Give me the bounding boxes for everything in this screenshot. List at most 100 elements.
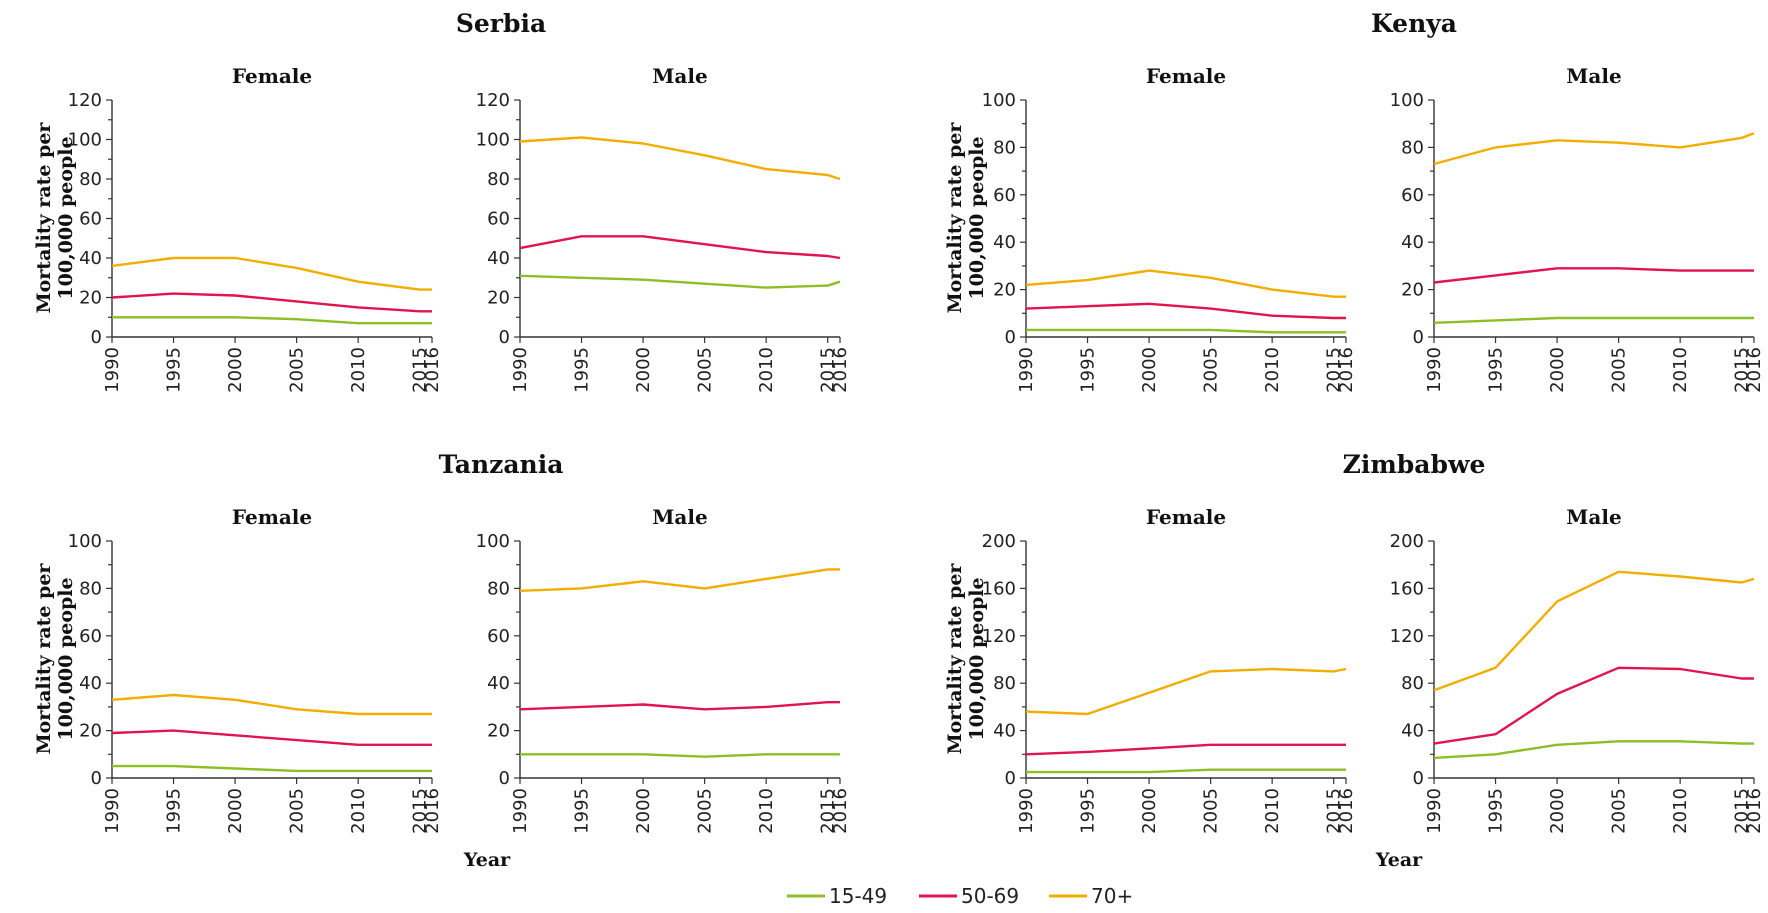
x-tick-label: 2010	[756, 788, 777, 834]
panel-title: Male	[1566, 64, 1621, 88]
y-tick-label: 120	[1390, 626, 1424, 647]
y-tick-label: 80	[487, 578, 510, 599]
series-line-70plus	[111, 256, 432, 291]
x-tick-label: 2010	[1670, 788, 1691, 834]
y-tick-label: 20	[1401, 280, 1424, 301]
x-tick-label: 1995	[164, 347, 185, 393]
y-tick-label: 100	[68, 531, 102, 552]
series-line-70plus	[1433, 132, 1755, 166]
series-line-50-69	[1025, 302, 1346, 320]
x-tick-label: 2005	[695, 347, 716, 393]
x-tick-label: 2016	[1336, 347, 1357, 393]
x-tick-label: 2015	[818, 347, 839, 393]
y-tick-label: 20	[487, 288, 510, 309]
x-tick-label: 2000	[633, 788, 654, 834]
y-tick-label: 160	[982, 578, 1016, 599]
y-axis-title-group: Mortality rate per 100,000 people	[944, 563, 988, 755]
y-tick-label: 40	[487, 248, 510, 269]
y-axis-title-line1: Mortality rate per	[944, 563, 966, 755]
panel-title: Female	[1146, 64, 1226, 88]
series-line-50-69	[111, 729, 432, 746]
panel-title: Female	[232, 64, 312, 88]
x-tick-label: 2015	[410, 788, 431, 834]
legend-label: 50-69	[961, 884, 1019, 908]
series-line-70plus	[519, 568, 840, 592]
x-tick-label: 1990	[1424, 788, 1445, 834]
y-tick-label: 120	[982, 626, 1016, 647]
y-axis-title-group: Mortality rate per 100,000 people	[944, 122, 988, 314]
y-tick-label: 80	[1401, 673, 1424, 694]
x-tick-label: 1995	[1078, 347, 1099, 393]
x-tick-label: 2016	[1744, 788, 1765, 834]
y-tick-label: 0	[91, 327, 102, 348]
panel-title: Female	[1146, 505, 1226, 529]
x-tick-label: 2000	[225, 347, 246, 393]
panel-serbia-female: Female 0 20 40 60 80 100 120 1990 1995 2000 2005 201…	[68, 64, 443, 393]
y-tick-label: 100	[476, 531, 510, 552]
y-axis-title-group: Mortality rate per 100,000 people	[33, 122, 77, 314]
x-tick-label: 2000	[1547, 347, 1568, 393]
y-tick-label: 80	[1401, 137, 1424, 158]
x-tick-label: 1990	[102, 788, 123, 834]
x-tick-label: 1995	[1078, 788, 1099, 834]
y-tick-label: 80	[79, 169, 102, 190]
y-tick-label: 0	[91, 768, 102, 789]
x-tick-label: 2015	[1732, 788, 1753, 834]
y-tick-label: 100	[1390, 90, 1424, 111]
country-title-tanzania: Tanzania	[439, 450, 564, 479]
panel-kenya-male: Male 0 20 40 60 80 100 1990 1995 2000 2005 2010 2015…	[1390, 64, 1765, 393]
series-line-70plus	[111, 693, 432, 716]
y-tick-label: 40	[993, 232, 1016, 253]
series-line-70plus	[1025, 269, 1346, 298]
x-tick-label: 2000	[1547, 788, 1568, 834]
x-tick-label: 2010	[756, 347, 777, 393]
y-tick-label: 0	[1413, 327, 1424, 348]
x-tick-label: 1995	[1486, 347, 1507, 393]
series-line-15-49	[1026, 328, 1346, 334]
x-tick-label: 2005	[287, 347, 308, 393]
x-tick-label: 1995	[164, 788, 185, 834]
x-tick-label: 2005	[1201, 347, 1222, 393]
panel-title: Male	[652, 505, 707, 529]
y-tick-label: 40	[79, 248, 102, 269]
x-tick-label: 2000	[225, 788, 246, 834]
y-tick-label: 40	[1401, 232, 1424, 253]
x-tick-label: 2016	[422, 788, 443, 834]
y-tick-label: 100	[982, 90, 1016, 111]
x-tick-label: 2015	[818, 788, 839, 834]
x-tick-label: 2010	[348, 788, 369, 834]
y-tick-label: 60	[487, 626, 510, 647]
x-tick-label: 2016	[830, 788, 851, 834]
y-tick-label: 0	[1005, 768, 1016, 789]
y-tick-label: 60	[79, 626, 102, 647]
y-tick-label: 120	[68, 90, 102, 111]
legend-label: 70+	[1091, 884, 1133, 908]
y-tick-label: 40	[79, 673, 102, 694]
series-line-15-49	[519, 274, 841, 289]
y-axis-title-line2: 100,000 people	[55, 577, 77, 740]
x-tick-label: 1995	[572, 788, 593, 834]
series-line-70plus	[1025, 667, 1347, 716]
legend-item-50-69: 50-69	[919, 884, 1019, 908]
x-axis-title: Year	[463, 849, 511, 871]
y-tick-label: 40	[993, 721, 1016, 742]
x-axis-title: Year	[1375, 849, 1423, 871]
series-line-50-69	[1433, 666, 1754, 745]
panel-title: Female	[232, 505, 312, 529]
y-axis-title-line1: Mortality rate per	[33, 563, 55, 755]
x-tick-label: 1995	[572, 347, 593, 393]
legend-label: 15-49	[829, 884, 887, 908]
y-tick-label: 100	[68, 130, 102, 151]
x-tick-label: 2005	[1201, 788, 1222, 834]
panel-title: Male	[652, 64, 707, 88]
series-line-50-69	[519, 235, 841, 260]
y-tick-label: 60	[487, 209, 510, 230]
y-tick-label: 200	[1390, 531, 1424, 552]
y-tick-label: 0	[1413, 768, 1424, 789]
series-line-70plus	[519, 136, 841, 181]
x-tick-label: 2015	[410, 347, 431, 393]
panel-tanzania-female: Female 0 20 40 60 80 100 1990 1995 2000 2005 2010 20…	[68, 505, 443, 834]
y-axis-title-line2: 100,000 people	[966, 136, 988, 299]
series-line-15-49	[112, 316, 432, 325]
